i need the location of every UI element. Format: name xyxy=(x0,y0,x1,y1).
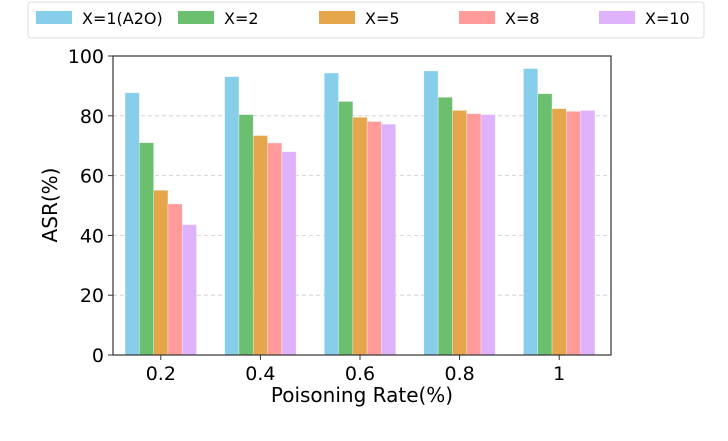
legend-swatch xyxy=(319,11,355,24)
bar-X=5-0.6 xyxy=(352,116,368,356)
bar-X=1(A2O)-0.6 xyxy=(323,72,339,356)
y-tick-label: 60 xyxy=(80,166,104,188)
bar-X=1(A2O)-0.8 xyxy=(423,70,439,356)
y-axis-label: ASR(%) xyxy=(38,168,62,243)
x-tick-label: 1 xyxy=(553,363,565,385)
legend-swatch xyxy=(178,11,214,24)
bars xyxy=(124,68,596,356)
bar-X=1(A2O)-1 xyxy=(523,68,539,356)
bar-X=10-0.2 xyxy=(181,224,197,356)
plot-frame xyxy=(112,55,612,356)
x-tick-label: 0.8 xyxy=(444,363,474,385)
legend-label: X=5 xyxy=(365,9,400,28)
y-tick-label: 100 xyxy=(68,46,104,68)
legend-swatch xyxy=(459,11,495,24)
y-tick-label: 0 xyxy=(92,345,104,367)
bar-X=8-0.4 xyxy=(267,142,283,356)
y-tick-label: 80 xyxy=(80,106,104,128)
y-axis: 0 20 40 60 80 100 xyxy=(68,46,113,367)
legend-swatch xyxy=(599,11,635,24)
bar-X=10-1 xyxy=(580,110,596,356)
x-tick-label: 0.6 xyxy=(345,363,375,385)
legend: X=1(A2O) X=2 X=5 X=8 X=10 xyxy=(27,1,705,39)
bar-X=2-0.2 xyxy=(139,142,154,356)
legend-swatch xyxy=(36,11,72,24)
bar-X=2-0.8 xyxy=(437,96,453,356)
bar-X=8-0.8 xyxy=(466,113,482,356)
bar-X=5-1 xyxy=(551,108,567,356)
bar-X=5-0.8 xyxy=(452,110,468,356)
bar-X=10-0.6 xyxy=(381,123,397,356)
bar-X=1(A2O)-0.4 xyxy=(224,76,240,356)
legend-label: X=1(A2O) xyxy=(82,9,163,28)
bar-X=5-0.4 xyxy=(252,135,268,356)
y-tick-label: 20 xyxy=(80,285,104,307)
x-axis-label: Poisoning Rate(%) xyxy=(271,383,453,407)
bar-X=2-0.6 xyxy=(338,101,354,356)
x-tick-label: 0.4 xyxy=(245,363,275,385)
legend-label: X=10 xyxy=(645,9,690,28)
legend-label: X=2 xyxy=(224,9,259,28)
bar-X=5-0.2 xyxy=(153,189,169,356)
bar-X=8-0.2 xyxy=(167,203,183,356)
bar-X=10-0.8 xyxy=(480,114,496,356)
bar-X=1(A2O)-0.2 xyxy=(124,92,140,356)
bar-X=10-0.4 xyxy=(281,151,297,356)
x-tick-label: 0.2 xyxy=(146,363,176,385)
bar-X=2-1 xyxy=(537,93,553,356)
bar-X=8-1 xyxy=(566,111,581,356)
y-tick-label: 40 xyxy=(80,225,104,247)
bar-X=8-0.6 xyxy=(366,121,382,356)
x-axis: 0.2 0.4 0.6 0.8 1 xyxy=(146,355,565,385)
bar-X=2-0.4 xyxy=(238,114,254,356)
legend-label: X=8 xyxy=(505,9,540,28)
